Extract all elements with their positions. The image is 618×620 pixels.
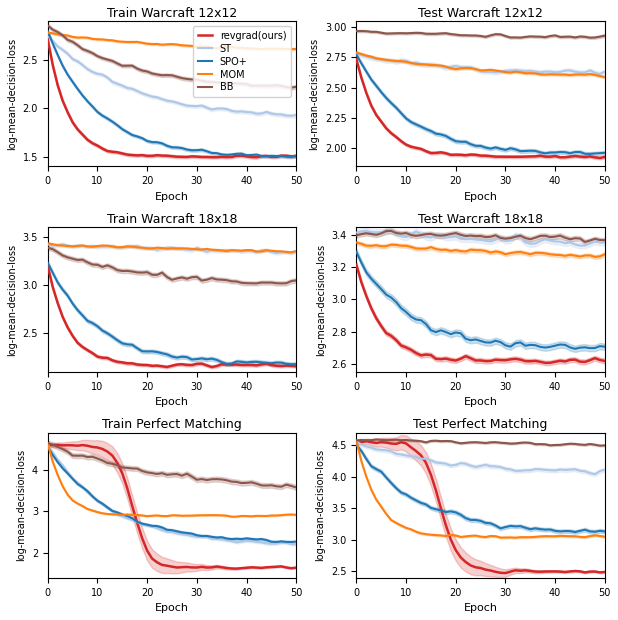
Y-axis label: log-mean-decision-loss: log-mean-decision-loss — [16, 449, 26, 561]
Title: Train Perfect Matching: Train Perfect Matching — [102, 418, 242, 432]
X-axis label: Epoch: Epoch — [464, 192, 497, 202]
Y-axis label: log-mean-decision-loss: log-mean-decision-loss — [7, 244, 17, 355]
Title: Test Perfect Matching: Test Perfect Matching — [413, 418, 548, 432]
Y-axis label: log-mean-decision-loss: log-mean-decision-loss — [310, 38, 320, 150]
X-axis label: Epoch: Epoch — [155, 397, 189, 407]
Title: Train Warcraft 18x18: Train Warcraft 18x18 — [107, 213, 237, 226]
Legend: revgrad(ours), ST, SPO+, MOM, BB: revgrad(ours), ST, SPO+, MOM, BB — [193, 26, 291, 97]
Title: Test Warcraft 18x18: Test Warcraft 18x18 — [418, 213, 543, 226]
X-axis label: Epoch: Epoch — [155, 603, 189, 613]
X-axis label: Epoch: Epoch — [155, 192, 189, 202]
X-axis label: Epoch: Epoch — [464, 397, 497, 407]
X-axis label: Epoch: Epoch — [464, 603, 497, 613]
Y-axis label: log-mean-decision-loss: log-mean-decision-loss — [316, 244, 326, 355]
Title: Test Warcraft 12x12: Test Warcraft 12x12 — [418, 7, 543, 20]
Title: Train Warcraft 12x12: Train Warcraft 12x12 — [107, 7, 237, 20]
Y-axis label: log-mean-decision-loss: log-mean-decision-loss — [316, 449, 326, 561]
Y-axis label: log-mean-decision-loss: log-mean-decision-loss — [7, 38, 17, 150]
